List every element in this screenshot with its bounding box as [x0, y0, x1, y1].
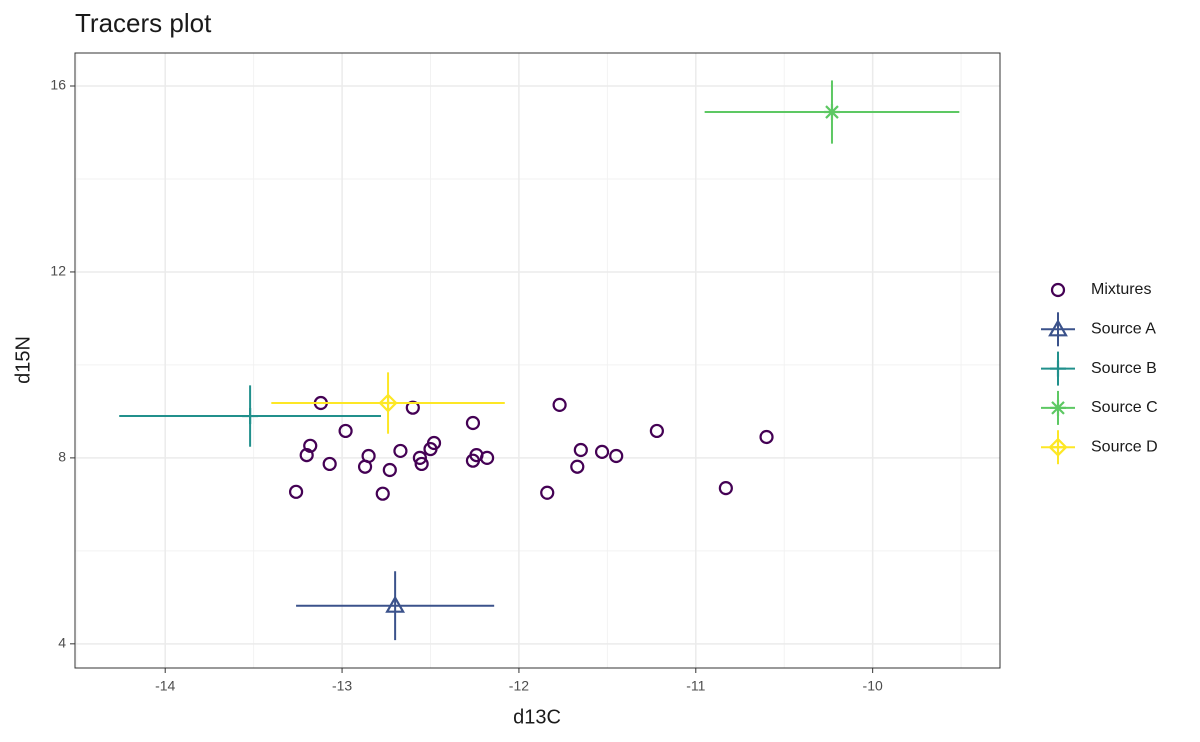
point [1048, 319, 1068, 337]
legend-label: Source B [1091, 360, 1157, 377]
stroke [825, 105, 839, 119]
circle [426, 435, 442, 451]
circle [594, 444, 610, 459]
circle [759, 429, 774, 445]
point [465, 415, 481, 431]
y-tick-label: 12 [50, 263, 66, 279]
legend-label: Source D [1091, 438, 1158, 455]
circle [609, 448, 624, 464]
point [378, 393, 398, 413]
circle [479, 450, 495, 465]
point [393, 443, 408, 459]
point [414, 456, 429, 472]
y-tick-label: 16 [50, 77, 66, 93]
x-tick-label: -12 [509, 678, 529, 694]
legend-label: Source A [1091, 321, 1156, 338]
y-axis-label: d15N [12, 336, 34, 384]
diamond [378, 393, 398, 413]
point [385, 595, 406, 613]
point [1048, 437, 1068, 457]
point [479, 450, 495, 465]
stroke [1051, 401, 1065, 415]
point [322, 456, 337, 472]
point [288, 484, 304, 499]
circle [1050, 282, 1066, 298]
circle [718, 481, 733, 496]
point [823, 104, 840, 121]
point [242, 408, 259, 425]
circle [465, 415, 481, 431]
point [412, 450, 427, 465]
x-axis-label: d13C [513, 706, 561, 728]
point [375, 486, 390, 501]
point [649, 423, 664, 439]
x-tick-label: -11 [686, 678, 705, 694]
circle [322, 456, 337, 472]
point [570, 459, 585, 474]
point [299, 447, 314, 463]
point [540, 485, 555, 500]
triangle [1048, 319, 1068, 337]
plot-border [74, 52, 1001, 669]
point [609, 448, 624, 464]
circle [393, 443, 408, 459]
circle [570, 459, 585, 474]
circle [414, 456, 429, 472]
legend-label: Mixtures [1091, 281, 1151, 298]
point [718, 481, 733, 496]
triangle [385, 595, 406, 613]
point [552, 397, 567, 412]
point [594, 444, 610, 459]
circle [382, 462, 397, 478]
point [573, 442, 588, 458]
chart-title: Tracers plot [75, 8, 212, 38]
circle [649, 423, 664, 439]
point [405, 400, 420, 415]
point [1050, 282, 1066, 298]
x-tick-label: -10 [863, 678, 883, 694]
x-tick-label: -14 [155, 678, 175, 694]
circle [573, 442, 588, 458]
point [1050, 399, 1066, 416]
circle [552, 397, 567, 412]
y-tick-label: 4 [58, 635, 66, 651]
circle [412, 450, 427, 465]
point [303, 438, 318, 453]
circle [303, 438, 318, 453]
circle [405, 400, 420, 415]
circle [338, 423, 353, 439]
point [382, 462, 397, 478]
point [361, 448, 376, 464]
legend-label: Source C [1091, 399, 1158, 416]
point [338, 423, 353, 439]
y-tick-label: 8 [58, 449, 66, 465]
circle [299, 447, 314, 463]
point [1050, 360, 1066, 377]
point [426, 435, 442, 451]
x-tick-label: -13 [332, 678, 352, 694]
diamond [1048, 437, 1068, 457]
circle [540, 485, 555, 500]
circle [361, 448, 376, 464]
circle [288, 484, 304, 499]
circle [375, 486, 390, 501]
point [759, 429, 774, 445]
